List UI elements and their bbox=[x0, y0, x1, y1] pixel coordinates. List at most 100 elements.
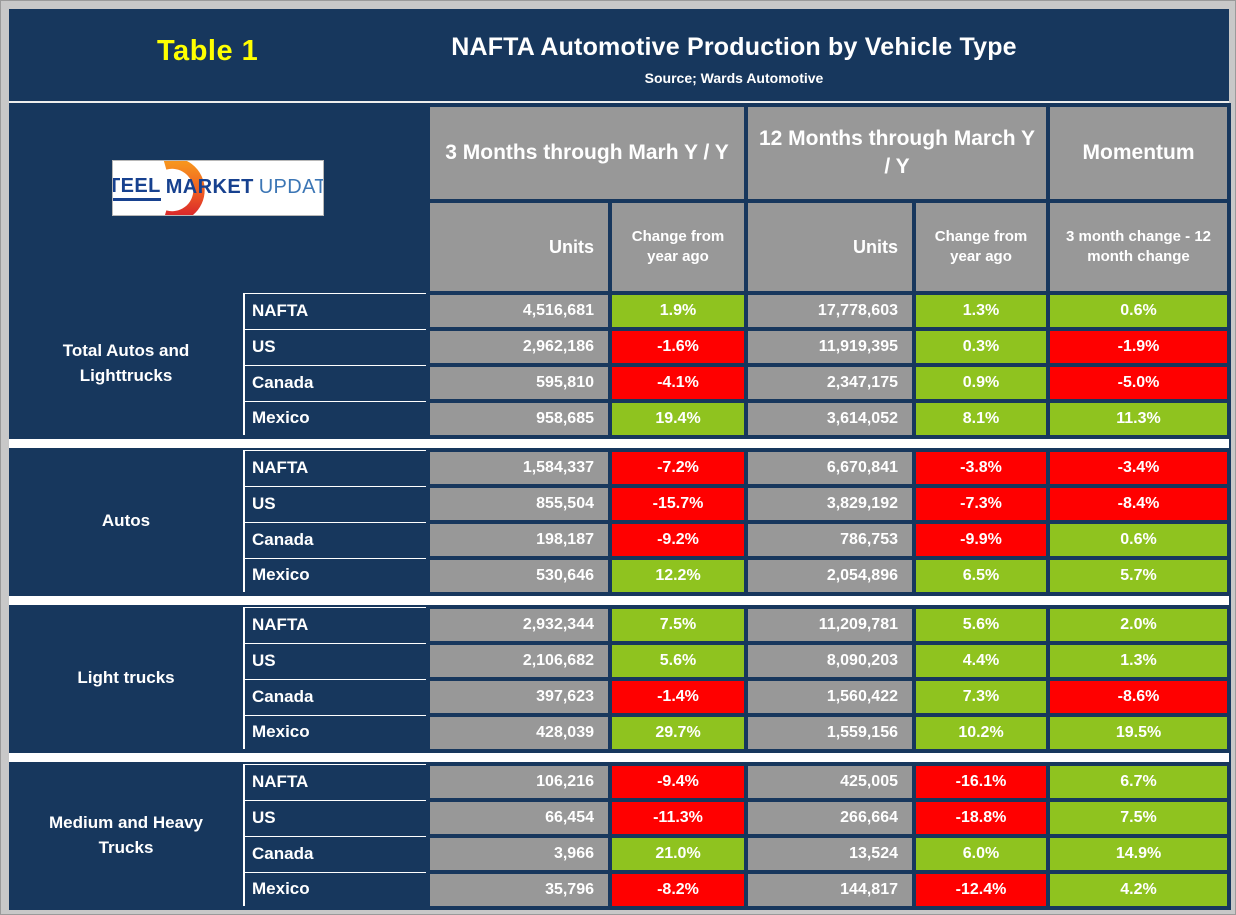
row-region-label: NAFTA bbox=[243, 763, 429, 801]
column-momentum-detail: 3 month change - 12 month change bbox=[1046, 199, 1232, 295]
cell-units-12m: 266,664 bbox=[744, 798, 916, 838]
cell-change-3m: -7.2% bbox=[608, 448, 748, 488]
separator-band bbox=[9, 749, 1230, 764]
table-row: Canada 397,623 -1.4% 1,560,422 7.3% -8.6… bbox=[9, 677, 1232, 717]
cell-momentum: -1.9% bbox=[1046, 327, 1232, 367]
cell-units-12m: 17,778,603 bbox=[744, 291, 916, 331]
group-label: Light trucks bbox=[9, 607, 245, 751]
cell-momentum: 1.3% bbox=[1046, 641, 1232, 681]
cell-units-3m: 428,039 bbox=[426, 713, 612, 753]
row-region-label: Mexico bbox=[243, 400, 429, 439]
cell-change-3m: -1.4% bbox=[608, 677, 748, 717]
table-row: US 2,962,186 -1.6% 11,919,395 0.3% -1.9% bbox=[9, 327, 1232, 367]
cell-units-12m: 8,090,203 bbox=[744, 641, 916, 681]
cell-change-3m: 21.0% bbox=[608, 834, 748, 874]
cell-change-3m: -8.2% bbox=[608, 870, 748, 910]
cell-change-3m: 12.2% bbox=[608, 556, 748, 596]
cell-change-3m: -1.6% bbox=[608, 327, 748, 367]
cell-units-3m: 2,962,186 bbox=[426, 327, 612, 367]
cell-momentum: -8.6% bbox=[1046, 677, 1232, 717]
column-change-3m: Change from year ago bbox=[608, 199, 748, 295]
report-board: Table 1 NAFTA Automotive Production by V… bbox=[9, 9, 1232, 910]
column-group-12-months: 12 Months through March Y / Y bbox=[743, 103, 1051, 203]
cell-change-12m: -16.1% bbox=[911, 762, 1051, 802]
row-region-label: NAFTA bbox=[243, 292, 429, 330]
row-region-label: NAFTA bbox=[243, 606, 429, 644]
cell-change-3m: -9.4% bbox=[608, 762, 748, 802]
logo-word-update: UPDATE bbox=[258, 176, 323, 199]
cell-units-12m: 425,005 bbox=[744, 762, 916, 802]
cell-change-12m: 0.9% bbox=[911, 363, 1051, 403]
cell-change-3m: 29.7% bbox=[608, 713, 748, 753]
table-row: Canada 3,966 21.0% 13,524 6.0% 14.9% bbox=[9, 834, 1232, 874]
source-note: Source; Wards Automotive bbox=[644, 70, 824, 86]
table-row: Mexico 530,646 12.2% 2,054,896 6.5% 5.7% bbox=[9, 556, 1232, 596]
cell-momentum: 0.6% bbox=[1046, 520, 1232, 560]
cell-change-12m: -12.4% bbox=[911, 870, 1051, 910]
cell-change-12m: 6.5% bbox=[911, 556, 1051, 596]
cell-momentum: 7.5% bbox=[1046, 798, 1232, 838]
cell-momentum: -3.4% bbox=[1046, 448, 1232, 488]
production-table: STEEL MARKET UPDATE 3 Months through Mar… bbox=[9, 103, 1232, 910]
row-region-label: Mexico bbox=[243, 557, 429, 596]
row-region-label: Canada bbox=[243, 521, 429, 559]
cell-units-3m: 2,106,682 bbox=[426, 641, 612, 681]
cell-momentum: -5.0% bbox=[1046, 363, 1232, 403]
cell-change-3m: 1.9% bbox=[608, 291, 748, 331]
cell-units-3m: 958,685 bbox=[426, 399, 612, 439]
cell-change-12m: 8.1% bbox=[911, 399, 1051, 439]
cell-units-12m: 11,919,395 bbox=[744, 327, 916, 367]
cell-change-3m: 7.5% bbox=[608, 605, 748, 645]
header-sub-row: Units Change from year ago Units Change … bbox=[9, 199, 1232, 295]
cell-change-12m: 7.3% bbox=[911, 677, 1051, 717]
logo-word-market: MARKET bbox=[165, 176, 254, 199]
column-group-3-months: 3 Months through Marh Y / Y bbox=[426, 103, 748, 203]
table-row: Light trucks NAFTA 2,932,344 7.5% 11,209… bbox=[9, 605, 1232, 751]
cell-change-12m: 0.3% bbox=[911, 327, 1051, 367]
cell-units-3m: 198,187 bbox=[426, 520, 612, 560]
cell-units-12m: 2,347,175 bbox=[744, 363, 916, 403]
row-region-label: Mexico bbox=[243, 714, 429, 753]
row-region-label: US bbox=[243, 328, 429, 366]
cell-change-12m: 10.2% bbox=[911, 713, 1051, 753]
table-row: US 2,106,682 5.6% 8,090,203 4.4% 1.3% bbox=[9, 641, 1232, 681]
cell-momentum: 6.7% bbox=[1046, 762, 1232, 802]
cell-change-12m: -9.9% bbox=[911, 520, 1051, 560]
row-region-label: Canada bbox=[243, 835, 429, 873]
cell-change-3m: 5.6% bbox=[608, 641, 748, 681]
table-row: Canada 595,810 -4.1% 2,347,175 0.9% -5.0… bbox=[9, 363, 1232, 403]
cell-units-12m: 3,829,192 bbox=[744, 484, 916, 524]
cell-change-12m: -7.3% bbox=[911, 484, 1051, 524]
cell-change-12m: -3.8% bbox=[911, 448, 1051, 488]
row-region-label: US bbox=[243, 799, 429, 837]
column-change-12m: Change from year ago bbox=[911, 199, 1051, 295]
group-label: Autos bbox=[9, 450, 245, 594]
table-row: Medium and Heavy Trucks NAFTA 106,216 -9… bbox=[9, 762, 1232, 908]
block-separator bbox=[9, 435, 1230, 450]
block-separator bbox=[9, 592, 1230, 607]
cell-momentum: 0.6% bbox=[1046, 291, 1232, 331]
table-row: Mexico 958,685 19.4% 3,614,052 8.1% 11.3… bbox=[9, 399, 1232, 439]
cell-units-3m: 35,796 bbox=[426, 870, 612, 910]
cell-units-3m: 106,216 bbox=[426, 762, 612, 802]
cell-change-3m: -15.7% bbox=[608, 484, 748, 524]
cell-units-3m: 1,584,337 bbox=[426, 448, 612, 488]
row-region-label: NAFTA bbox=[243, 449, 429, 487]
cell-units-12m: 13,524 bbox=[744, 834, 916, 874]
cell-units-3m: 595,810 bbox=[426, 363, 612, 403]
title-block: NAFTA Automotive Production by Vehicle T… bbox=[259, 33, 1209, 86]
cell-units-12m: 1,560,422 bbox=[744, 677, 916, 717]
crescent-swoosh-icon bbox=[163, 160, 205, 215]
table-row: Mexico 35,796 -8.2% 144,817 -12.4% 4.2% bbox=[9, 870, 1232, 910]
cell-units-3m: 397,623 bbox=[426, 677, 612, 717]
title-bar: Table 1 NAFTA Automotive Production by V… bbox=[9, 9, 1229, 103]
separator-band bbox=[9, 592, 1230, 607]
cell-momentum: 4.2% bbox=[1046, 870, 1232, 910]
column-units-12m: Units bbox=[744, 199, 916, 295]
table-row: Total Autos and Lighttrucks NAFTA 4,516,… bbox=[9, 291, 1232, 437]
table-row: Mexico 428,039 29.7% 1,559,156 10.2% 19.… bbox=[9, 713, 1232, 753]
cell-units-3m: 2,932,344 bbox=[426, 605, 612, 645]
cell-change-12m: 4.4% bbox=[911, 641, 1051, 681]
cell-change-12m: -18.8% bbox=[911, 798, 1051, 838]
